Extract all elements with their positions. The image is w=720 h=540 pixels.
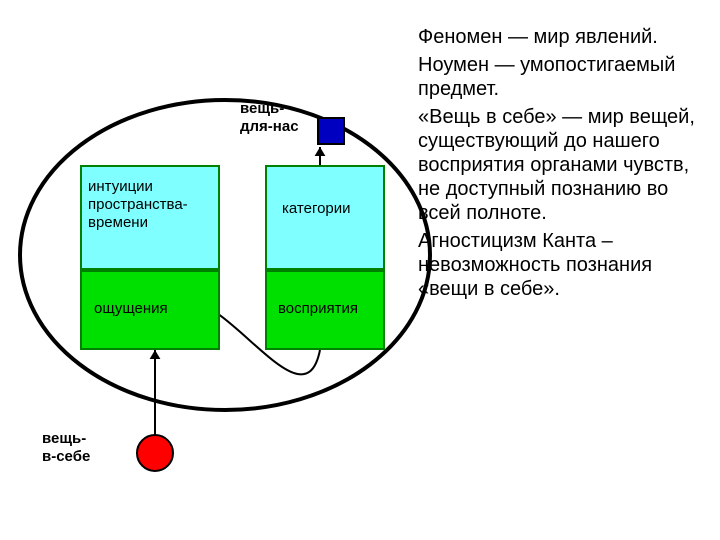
definition-t3: «Вещь в себе» — мир вещей, существующий … (418, 105, 698, 225)
definition-t1: Феномен — мир явлений. (418, 25, 698, 49)
label-intuitions: интуиции пространства- времени (88, 178, 188, 232)
arrowhead-1 (315, 147, 326, 156)
arrowhead-0 (150, 350, 161, 359)
label-categories: категории (282, 200, 351, 218)
definition-t4: Агностицизм Канта – невозможность познан… (418, 229, 698, 301)
thing-for-us-icon (318, 118, 344, 144)
definition-t2: Ноумен — умопостигаемый предмет. (418, 53, 698, 101)
label-thing-in-itself: вещь- в-себе (42, 430, 90, 466)
label-thing-for-us: вещь- для-нас (240, 100, 299, 136)
thing-in-itself-icon (137, 435, 173, 471)
diagram-canvas: интуиции пространства- времени ощущения … (0, 0, 720, 540)
text-column: Феномен — мир явлений. Ноумен — умопостиг… (418, 25, 698, 305)
label-sensations: ощущения (94, 300, 168, 318)
label-perceptions: восприятия (278, 300, 358, 318)
